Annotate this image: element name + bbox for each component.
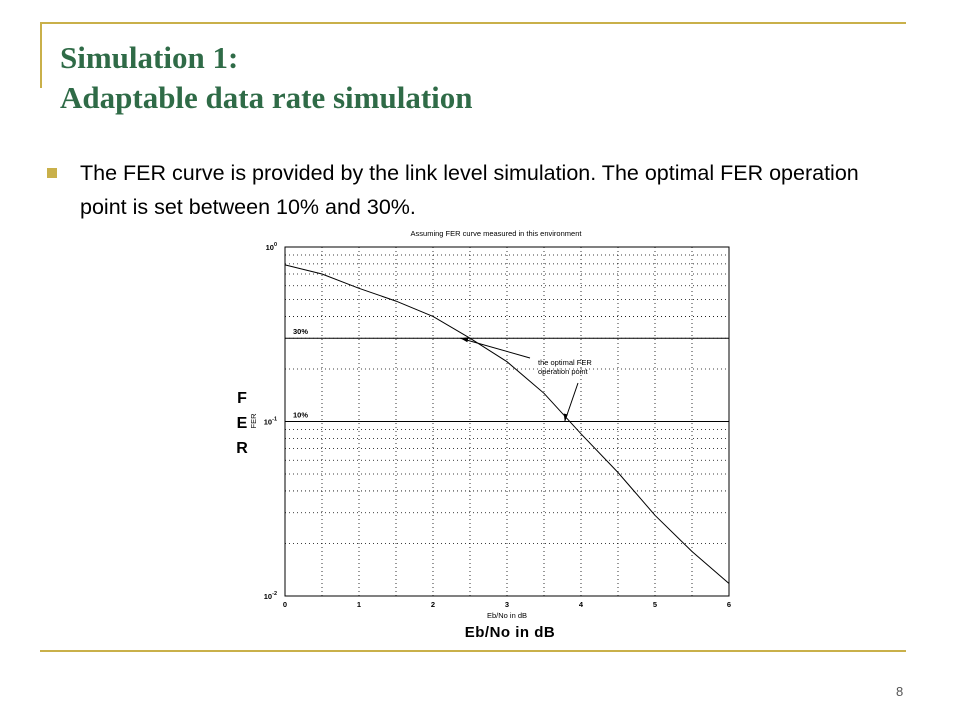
y-tick-label: 100 [266,242,277,252]
y-axis-label-large-letter: R [236,440,248,457]
x-tick-label: 1 [357,600,361,609]
slide-title: Simulation 1: Adaptable data rate simula… [60,38,473,118]
x-tick-label: 6 [727,600,731,609]
y-axis-label-large: F E R [234,386,250,461]
slide-title-line2: Adaptable data rate simulation [60,80,473,115]
fer-curve-line [284,264,730,584]
x-axis-label: Eb/No in dB [487,611,527,620]
bullet-text: The FER curve is provided by the link le… [80,161,859,219]
x-tick-label: 5 [653,600,657,609]
y-axis-label-large-letter: E [236,415,248,432]
reference-line-label: 30% [293,327,308,336]
annotation-text: the optimal FER [538,358,592,367]
x-tick-label: 4 [579,600,584,609]
bullet-square-icon [47,168,57,178]
annotation-arrowhead [460,337,469,343]
y-tick-label: 10-1 [264,417,277,427]
x-tick-label: 3 [505,600,509,609]
annotation-arrow-line [460,337,531,359]
tick-labels: 0 1 2 3 4 5 6 100 10-1 10-2 [264,242,731,609]
reference-lines: 30% 10% [285,327,729,422]
reference-line-label: 10% [293,411,308,420]
y-axis-label-large-letter: F [237,390,247,407]
slide-title-line1: Simulation 1: [60,40,239,75]
annotation-text: operation point [538,367,589,376]
x-axis-label-large: Eb/No in dB [464,624,556,641]
chart-title: Assuming FER curve measured in this envi… [411,229,583,238]
x-tick-label: 2 [431,600,435,609]
y-axis-label: FER [249,413,258,429]
y-tick-label: 10-2 [264,591,277,601]
bottom-rule [40,650,906,652]
annotation-arrowhead [563,413,568,422]
left-rule [40,22,42,88]
page-number: 8 [896,684,904,699]
x-tick-label: 0 [283,600,287,609]
top-rule [40,22,906,24]
